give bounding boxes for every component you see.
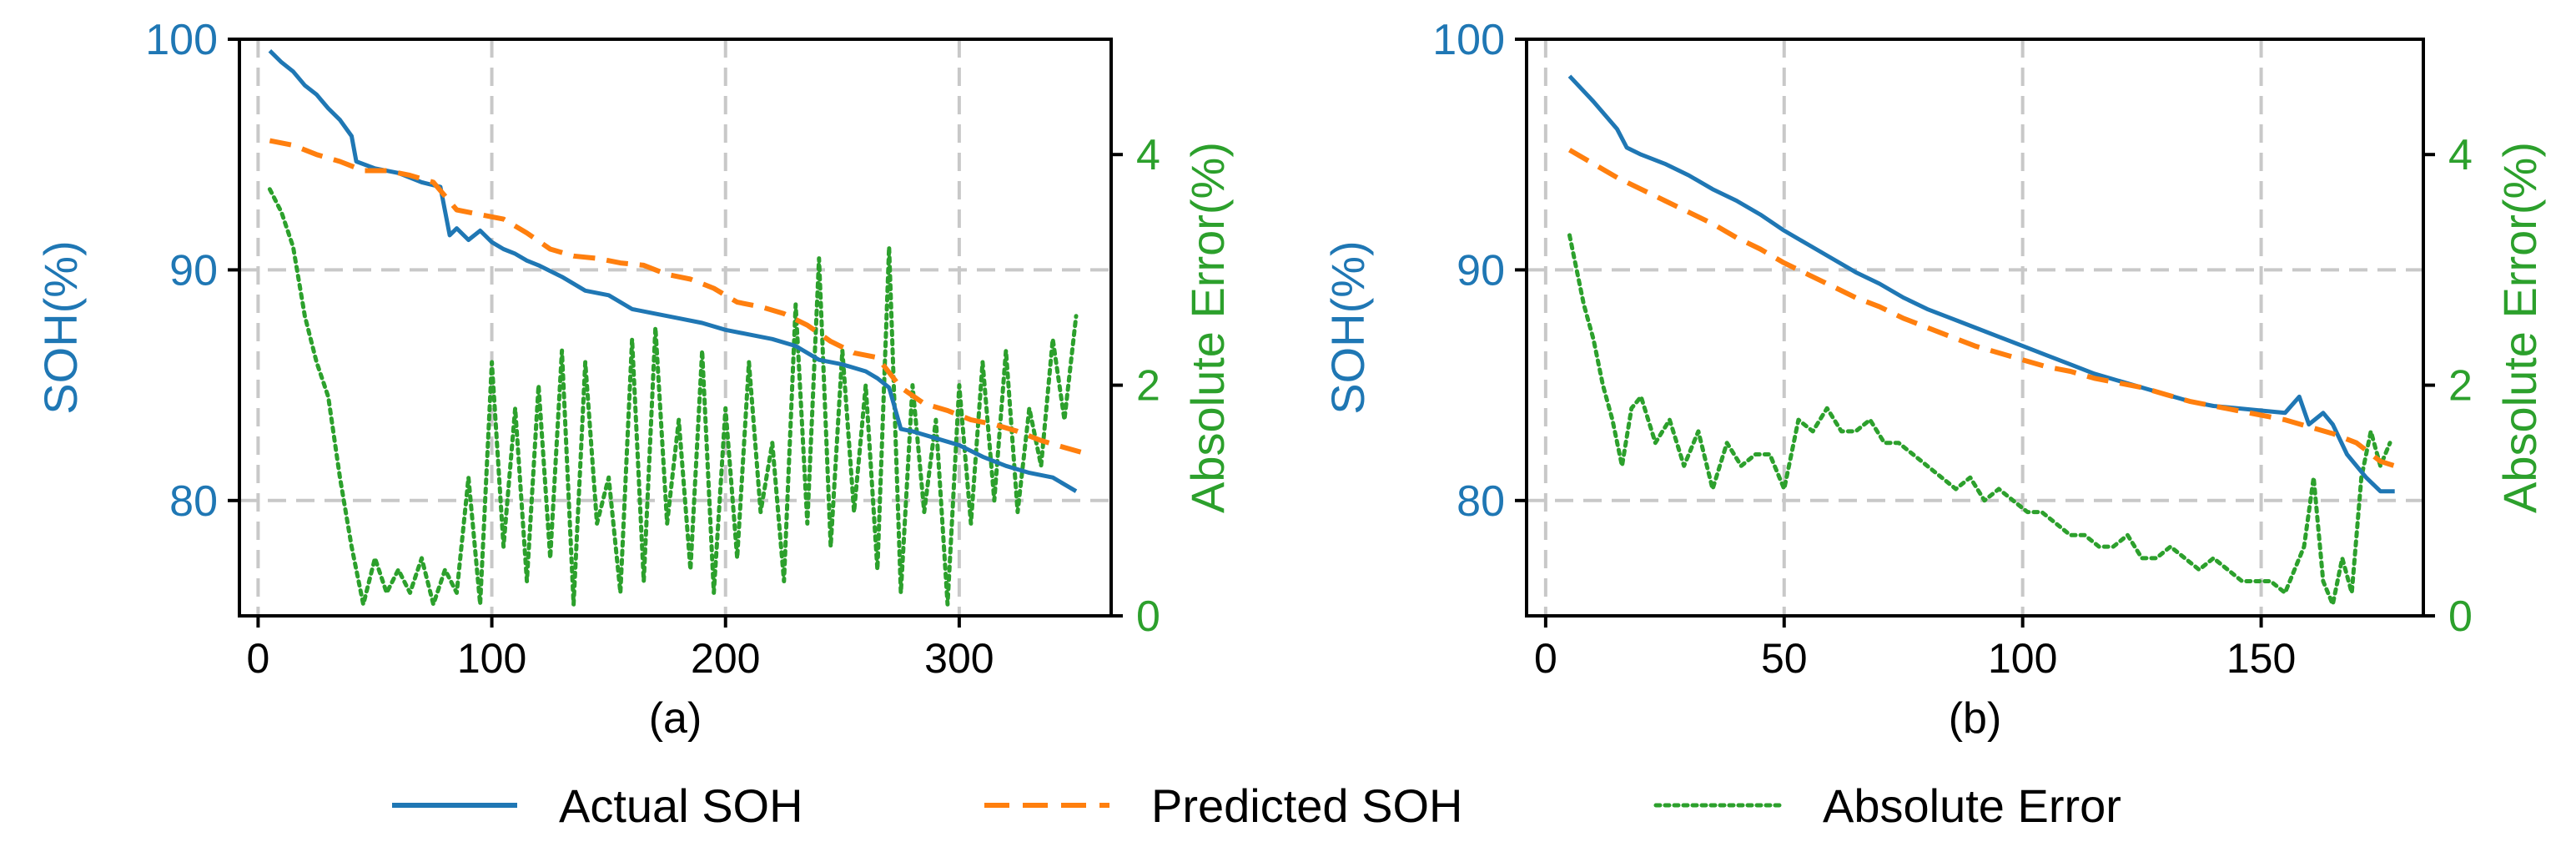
- series-line-absolute-error: [267, 187, 1079, 607]
- legend: Actual SOH Predicted SOH Absolute Error: [392, 779, 2121, 832]
- y-tick-label-right: 0: [2448, 592, 2473, 641]
- y-tick-label-left: 100: [1432, 16, 1505, 64]
- panel-label: (a): [649, 694, 702, 743]
- y-axis-label-left: SOH(%): [1321, 240, 1374, 414]
- y-axis-label-right: Absolute Error(%): [1181, 142, 1234, 513]
- y-tick-label-left: 100: [145, 16, 218, 64]
- axes-frame: [1525, 38, 2425, 618]
- chart-panel-b: 0 50 100 150 80 90 100 0 2 4 SOH(%) Absolute Error(…: [1321, 16, 2546, 743]
- x-tick-label: 50: [1761, 635, 1808, 682]
- y-tick-label-left: 80: [169, 477, 218, 526]
- chart-panel-a: 0 100 200 300 80 90 100 0 2 4 SOH(%) Absolute Error…: [34, 16, 1234, 743]
- legend-label-actual: Actual SOH: [559, 779, 803, 832]
- series-line-actual-soh: [1567, 74, 2395, 494]
- series-group: [267, 49, 1082, 607]
- y-tick-label-right: 2: [1136, 362, 1160, 411]
- x-tick-label: 100: [457, 635, 526, 682]
- y-tick-label-left: 90: [169, 246, 218, 295]
- x-tick-label: 100: [1988, 635, 2057, 682]
- legend-label-error: Absolute Error: [1823, 779, 2121, 832]
- x-tick-label: 0: [247, 635, 270, 682]
- y-tick-label-left: 90: [1457, 246, 1505, 295]
- legend-label-predicted: Predicted SOH: [1151, 779, 1463, 832]
- series-line-actual-soh: [268, 49, 1078, 493]
- x-tick-label: 150: [2226, 635, 2296, 682]
- series-line-predicted-soh: [269, 138, 1082, 455]
- y-axis-label-right: Absolute Error(%): [2493, 142, 2546, 513]
- x-tick-label: 0: [1534, 635, 1557, 682]
- y-tick-label-right: 4: [2448, 131, 2473, 179]
- y-axis-label-left: SOH(%): [34, 240, 87, 414]
- y-tick-label-right: 4: [1136, 131, 1160, 179]
- series-group: [1567, 74, 2396, 607]
- series-line-absolute-error: [1567, 233, 2392, 607]
- x-tick-label: 200: [691, 635, 760, 682]
- grid: [239, 38, 1111, 616]
- y-tick-label-left: 80: [1457, 477, 1505, 526]
- panel-label: (b): [1949, 694, 2002, 743]
- x-tick-label: 300: [924, 635, 994, 682]
- y-tick-label-right: 2: [2448, 362, 2473, 411]
- series-line-predicted-soh: [1567, 148, 2396, 469]
- axes-frame: [238, 38, 1113, 618]
- y-tick-label-right: 0: [1136, 592, 1160, 641]
